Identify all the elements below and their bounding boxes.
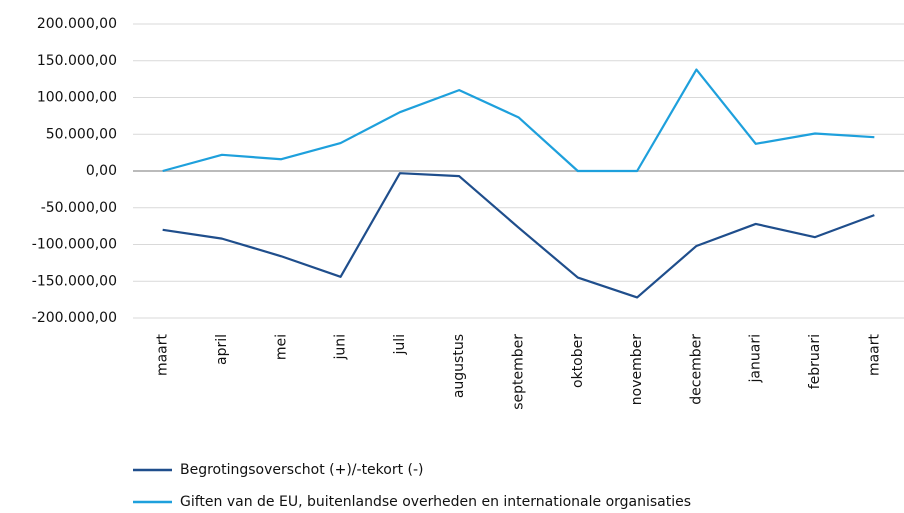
y-tick-label: -100.000,00 [32,237,117,253]
x-tick-label: mei [273,334,289,360]
y-tick-label: 100.000,00 [37,90,117,106]
y-tick-label: -150.000,00 [32,273,117,289]
y-tick-label: -50.000,00 [41,200,117,216]
x-tick-label: februari [807,334,823,389]
legend-label: Giften van de EU, buitenlandse overheden… [180,494,691,510]
x-tick-label: december [688,334,704,405]
x-tick-label: november [629,334,645,405]
series-line [162,172,875,299]
y-tick-label: 50.000,00 [46,126,117,142]
x-tick-label: juni [333,334,349,361]
y-tick-label: 200.000,00 [37,16,117,32]
y-tick-label: -200.000,00 [32,310,117,326]
series-line [162,68,875,173]
x-tick-label: september [511,334,527,410]
legend-label: Begrotingsoverschot (+)/-tekort (-) [180,462,424,478]
x-tick-label: oktober [570,334,586,388]
x-tick-label: juli [392,334,408,356]
y-tick-label: 0,00 [86,163,117,179]
x-tick-label: maart [155,333,171,376]
x-tick-label: maart [866,333,882,376]
y-tick-label: 150.000,00 [37,53,117,69]
x-tick-label: augustus [451,334,467,398]
x-tick-label: januari [748,334,764,383]
x-tick-label: april [214,334,230,365]
